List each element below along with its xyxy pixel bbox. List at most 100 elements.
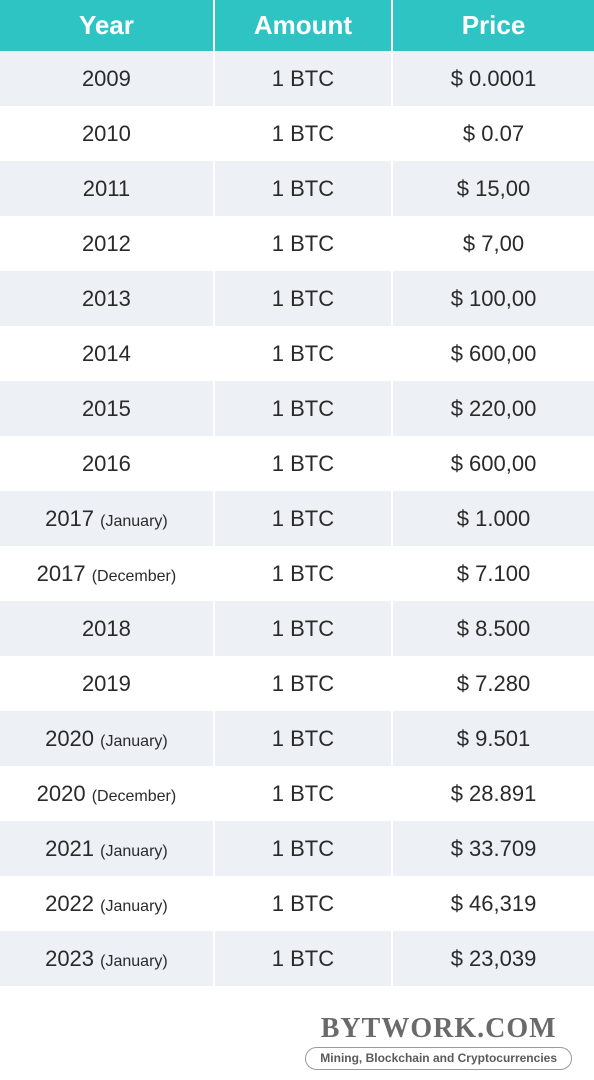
cell-year: 2022 (January) [0, 876, 214, 931]
cell-amount: 1 BTC [214, 216, 392, 271]
footer-subtitle-wrap: Mining, Blockchain and Cryptocurrencies [305, 1047, 572, 1070]
cell-amount: 1 BTC [214, 821, 392, 876]
cell-amount: 1 BTC [214, 766, 392, 821]
cell-price: $ 1.000 [392, 491, 594, 546]
year-value: 2011 [83, 176, 130, 201]
cell-price: $ 23,039 [392, 931, 594, 986]
cell-year: 2010 [0, 106, 214, 161]
cell-price: $ 0.0001 [392, 51, 594, 106]
cell-amount: 1 BTC [214, 656, 392, 711]
table-row: 2017 (December)1 BTC$ 7.100 [0, 546, 594, 601]
footer-branding: BYTWORK.COM Mining, Blockchain and Crypt… [275, 999, 594, 1080]
cell-price: $ 15,00 [392, 161, 594, 216]
table-row: 2023 (January)1 BTC$ 23,039 [0, 931, 594, 986]
year-value: 2018 [82, 616, 131, 641]
cell-year: 2020 (December) [0, 766, 214, 821]
cell-amount: 1 BTC [214, 546, 392, 601]
cell-amount: 1 BTC [214, 601, 392, 656]
footer-title: BYTWORK.COM [305, 1013, 572, 1045]
cell-price: $ 46,319 [392, 876, 594, 931]
year-value: 2009 [82, 66, 131, 91]
table-row: 2022 (January)1 BTC$ 46,319 [0, 876, 594, 931]
table-row: 2019 1 BTC$ 7.280 [0, 656, 594, 711]
cell-amount: 1 BTC [214, 106, 392, 161]
year-value: 2021 [45, 836, 94, 861]
table-row: 2012 1 BTC$ 7,00 [0, 216, 594, 271]
year-paren: (January) [100, 898, 168, 915]
year-value: 2022 [45, 891, 94, 916]
cell-year: 2011 [0, 161, 214, 216]
cell-amount: 1 BTC [214, 931, 392, 986]
cell-year: 2009 [0, 51, 214, 106]
cell-year: 2012 [0, 216, 214, 271]
header-price: Price [392, 0, 594, 51]
cell-price: $ 33.709 [392, 821, 594, 876]
year-value: 2020 [45, 726, 94, 751]
btc-price-table: Year Amount Price 20091 BTC$ 0.000120101… [0, 0, 594, 986]
table-row: 2011 1 BTC$ 15,00 [0, 161, 594, 216]
cell-amount: 1 BTC [214, 161, 392, 216]
cell-price: $ 220,00 [392, 381, 594, 436]
year-value: 2013 [82, 286, 131, 311]
cell-price: $ 600,00 [392, 326, 594, 381]
table-row: 2016 1 BTC$ 600,00 [0, 436, 594, 491]
cell-year: 2013 [0, 271, 214, 326]
cell-year: 2019 [0, 656, 214, 711]
year-value: 2012 [82, 231, 131, 256]
cell-amount: 1 BTC [214, 271, 392, 326]
year-paren: (December) [92, 568, 176, 585]
footer-subtitle: Mining, Blockchain and Cryptocurrencies [320, 1051, 557, 1065]
year-value: 2020 [37, 781, 86, 806]
cell-year: 2016 [0, 436, 214, 491]
year-value: 2010 [82, 121, 131, 146]
cell-year: 2015 [0, 381, 214, 436]
table-row: 2015 1 BTC$ 220,00 [0, 381, 594, 436]
cell-year: 2017 (December) [0, 546, 214, 601]
cell-amount: 1 BTC [214, 51, 392, 106]
table-row: 2020 (January)1 BTC$ 9.501 [0, 711, 594, 766]
cell-year: 2020 (January) [0, 711, 214, 766]
table-row: 2010 1 BTC$ 0.07 [0, 106, 594, 161]
table-header-row: Year Amount Price [0, 0, 594, 51]
year-paren: (January) [100, 843, 168, 860]
cell-year: 2014 [0, 326, 214, 381]
cell-price: $ 100,00 [392, 271, 594, 326]
year-paren: (January) [100, 733, 168, 750]
table-row: 2009 1 BTC$ 0.0001 [0, 51, 594, 106]
cell-year: 2018 [0, 601, 214, 656]
year-paren: (January) [100, 953, 168, 970]
year-value: 2015 [82, 396, 131, 421]
cell-amount: 1 BTC [214, 876, 392, 931]
year-paren: (January) [100, 513, 168, 530]
year-value: 2023 [45, 946, 94, 971]
cell-price: $ 28.891 [392, 766, 594, 821]
table-row: 2021 (January)1 BTC$ 33.709 [0, 821, 594, 876]
year-value: 2017 [37, 561, 86, 586]
table-row: 2013 1 BTC$ 100,00 [0, 271, 594, 326]
cell-price: $ 600,00 [392, 436, 594, 491]
header-year: Year [0, 0, 214, 51]
cell-price: $ 7.100 [392, 546, 594, 601]
year-paren: (December) [92, 788, 176, 805]
cell-price: $ 8.500 [392, 601, 594, 656]
cell-amount: 1 BTC [214, 381, 392, 436]
cell-year: 2017 (January) [0, 491, 214, 546]
cell-year: 2023 (January) [0, 931, 214, 986]
cell-amount: 1 BTC [214, 326, 392, 381]
cell-year: 2021 (January) [0, 821, 214, 876]
cell-price: $ 9.501 [392, 711, 594, 766]
year-value: 2019 [82, 671, 131, 696]
table-row: 2018 1 BTC$ 8.500 [0, 601, 594, 656]
cell-price: $ 7.280 [392, 656, 594, 711]
year-value: 2016 [82, 451, 131, 476]
cell-price: $ 7,00 [392, 216, 594, 271]
header-amount: Amount [214, 0, 392, 51]
cell-price: $ 0.07 [392, 106, 594, 161]
table-row: 2020 (December)1 BTC$ 28.891 [0, 766, 594, 821]
cell-amount: 1 BTC [214, 711, 392, 766]
table-row: 2014 1 BTC$ 600,00 [0, 326, 594, 381]
year-value: 2017 [45, 506, 94, 531]
cell-amount: 1 BTC [214, 436, 392, 491]
year-value: 2014 [82, 341, 131, 366]
table-row: 2017 (January)1 BTC$ 1.000 [0, 491, 594, 546]
